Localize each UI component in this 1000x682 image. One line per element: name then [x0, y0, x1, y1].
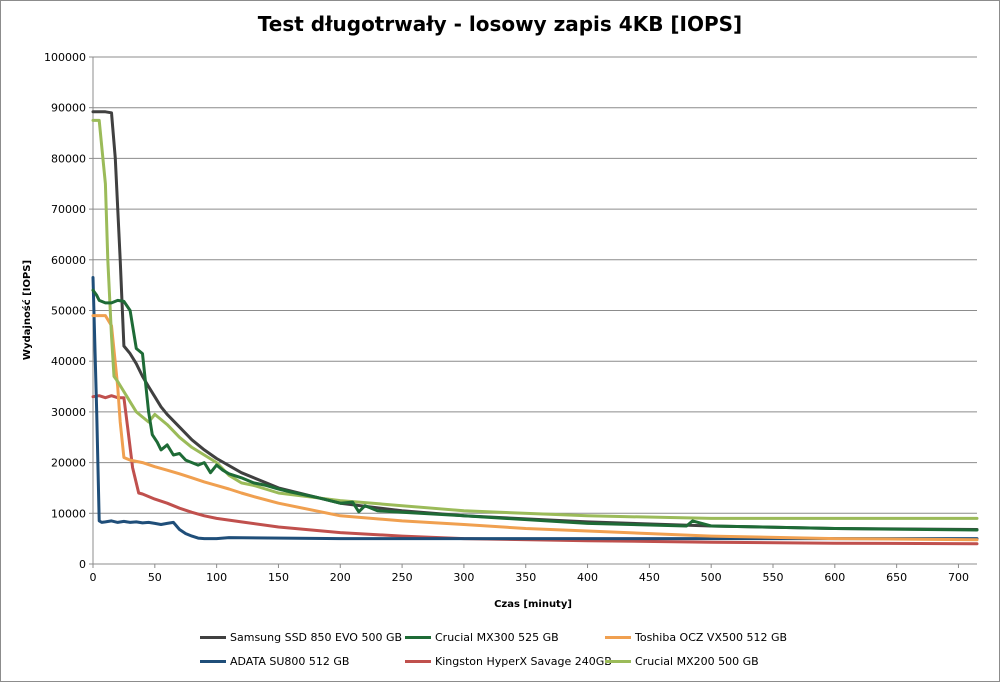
y-tick-label: 70000	[51, 203, 86, 216]
legend-label: ADATA SU800 512 GB	[230, 654, 350, 668]
legend-item: Samsung SSD 850 EVO 500 GB	[200, 628, 402, 646]
y-tick-label: 40000	[51, 355, 86, 368]
y-tick-label: 90000	[51, 102, 86, 115]
legend-swatch	[405, 659, 431, 663]
legend-swatch	[605, 635, 631, 639]
y-tick-label: 50000	[51, 305, 86, 318]
legend-label: Crucial MX300 525 GB	[435, 630, 559, 644]
legend-item: Crucial MX200 500 GB	[605, 652, 759, 670]
legend-swatch	[200, 659, 226, 663]
x-axis-title: Czas [minuty]	[494, 599, 572, 610]
y-tick-label: 30000	[51, 406, 86, 419]
x-tick-label: 50	[148, 571, 162, 584]
legend-swatch	[405, 635, 431, 639]
legend-swatch	[200, 635, 226, 639]
series-line-2	[91, 314, 979, 542]
x-tick-label: 200	[330, 571, 351, 584]
y-tick-label: 20000	[51, 457, 86, 470]
x-tick-label: 150	[268, 571, 289, 584]
y-tick-label: 100000	[44, 51, 86, 64]
legend-label: Samsung SSD 850 EVO 500 GB	[230, 630, 403, 644]
x-tick-label: 350	[515, 571, 536, 584]
x-tick-label: 100	[206, 571, 227, 584]
y-tick-label: 10000	[51, 507, 86, 520]
chart-title: Test długotrwały - losowy zapis 4KB [IOP…	[257, 12, 743, 36]
y-tick-label: 60000	[51, 254, 86, 267]
legend-item: Crucial MX300 525 GB	[405, 628, 559, 646]
series-line-3	[91, 276, 979, 541]
y-tick-label: 80000	[51, 152, 86, 165]
series-line-5	[91, 118, 979, 520]
y-tick-label: 0	[79, 558, 86, 571]
x-tick-label: 550	[763, 571, 784, 584]
legend-swatch	[605, 659, 631, 663]
series-line-0	[91, 110, 979, 531]
x-tick-label: 250	[392, 571, 413, 584]
axes	[89, 56, 977, 568]
x-tick-label: 300	[453, 571, 474, 584]
legend-item: Kingston HyperX Savage 240GB	[405, 652, 612, 670]
series-lines	[91, 110, 979, 546]
legend-item: ADATA SU800 512 GB	[200, 652, 349, 670]
x-tick-label: 700	[948, 571, 969, 584]
series-line-1	[91, 288, 979, 532]
legend-label: Kingston HyperX Savage 240GB	[435, 654, 612, 668]
gridlines	[93, 56, 977, 514]
x-tick-label: 450	[639, 571, 660, 584]
y-axis-title: Wydajność [IOPS]	[21, 260, 33, 360]
x-tick-label: 500	[701, 571, 722, 584]
tick-labels: 0 10000 20000 30000 40000 50000 60000 70000 8000…	[44, 51, 969, 584]
x-tick-label: 0	[90, 571, 97, 584]
x-tick-label: 400	[577, 571, 598, 584]
legend-item: Toshiba OCZ VX500 512 GB	[605, 628, 787, 646]
x-tick-label: 650	[886, 571, 907, 584]
legend: Samsung SSD 850 EVO 500 GB Crucial MX300 …	[200, 628, 820, 672]
legend-label: Crucial MX200 500 GB	[635, 654, 759, 668]
legend-label: Toshiba OCZ VX500 512 GB	[635, 630, 788, 644]
x-tick-label: 600	[824, 571, 845, 584]
